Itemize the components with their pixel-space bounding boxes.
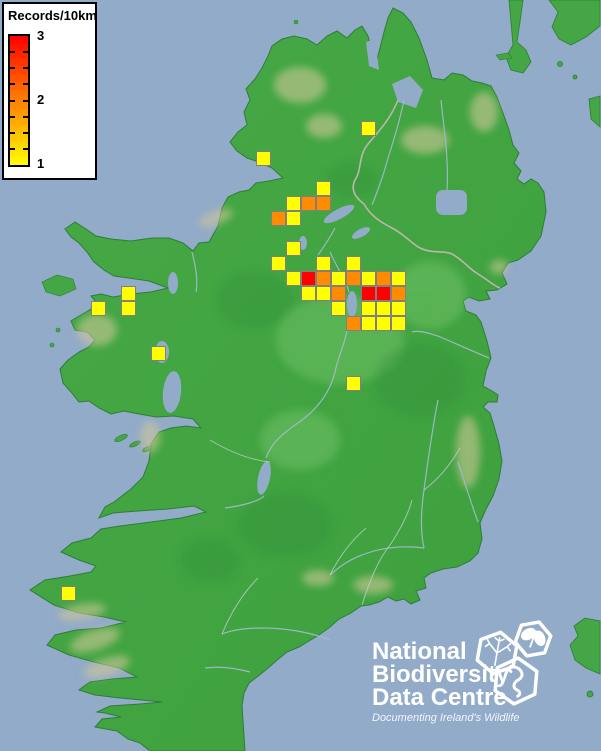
legend-tick [23, 100, 28, 102]
record-square[interactable] [301, 286, 316, 301]
record-square[interactable] [316, 286, 331, 301]
legend-tick [23, 148, 28, 150]
record-square[interactable] [376, 271, 391, 286]
logo-line-1: National [372, 638, 467, 665]
record-square[interactable] [316, 196, 331, 211]
record-square[interactable] [286, 271, 301, 286]
record-square[interactable] [391, 271, 406, 286]
lakes [155, 39, 467, 495]
record-square[interactable] [346, 256, 361, 271]
wales-coast [569, 617, 601, 698]
record-square[interactable] [316, 181, 331, 196]
legend-tick [10, 83, 15, 85]
logo: National Biodiversity Data Centre Docume… [372, 638, 520, 725]
record-square[interactable] [391, 316, 406, 331]
record-square[interactable] [376, 301, 391, 316]
record-square[interactable] [286, 196, 301, 211]
record-square[interactable] [91, 301, 106, 316]
record-square[interactable] [301, 196, 316, 211]
record-square[interactable] [286, 241, 301, 256]
legend-tick [10, 67, 15, 69]
legend-label-mid: 2 [37, 92, 45, 107]
record-square[interactable] [346, 271, 361, 286]
ni-border [352, 99, 501, 289]
record-square[interactable] [346, 316, 361, 331]
record-square[interactable] [151, 346, 166, 361]
legend: Records/10km 3 2 1 [2, 2, 97, 180]
record-square[interactable] [346, 376, 361, 391]
record-square[interactable] [331, 301, 346, 316]
record-square[interactable] [391, 286, 406, 301]
legend-tick [10, 100, 15, 102]
hexagon-seahorse-icon [493, 656, 539, 706]
record-square[interactable] [121, 301, 136, 316]
legend-label-max: 3 [37, 28, 45, 43]
legend-gradient-bar [8, 34, 30, 167]
hexagon-butterfly-icon [513, 620, 553, 658]
record-square[interactable] [361, 286, 376, 301]
logo-line-2: Biodiversity [372, 661, 510, 688]
legend-tick [10, 116, 15, 118]
legend-title: Records/10km [8, 8, 97, 23]
record-square[interactable] [286, 211, 301, 226]
record-square[interactable] [301, 271, 316, 286]
legend-tick [23, 116, 28, 118]
islands [41, 19, 513, 453]
legend-tick [10, 51, 15, 53]
record-square[interactable] [316, 271, 331, 286]
scotland-coast [505, 0, 601, 128]
record-square[interactable] [61, 586, 76, 601]
record-square[interactable] [361, 316, 376, 331]
record-square[interactable] [361, 271, 376, 286]
record-square[interactable] [316, 256, 331, 271]
legend-tick [10, 148, 15, 150]
record-square[interactable] [376, 286, 391, 301]
record-square[interactable] [271, 256, 286, 271]
legend-tick [23, 51, 28, 53]
record-square[interactable] [271, 211, 286, 226]
rivers [191, 99, 490, 673]
legend-tick [23, 67, 28, 69]
record-square[interactable] [331, 271, 346, 286]
record-square[interactable] [256, 151, 271, 166]
record-square[interactable] [121, 286, 136, 301]
legend-label-min: 1 [37, 156, 45, 171]
record-square[interactable] [361, 121, 376, 136]
logo-line-3: Data Centre [372, 684, 507, 711]
logo-tagline: Documenting Ireland's Wildlife [372, 712, 520, 724]
legend-tick [10, 132, 15, 134]
record-square[interactable] [361, 301, 376, 316]
record-square[interactable] [331, 286, 346, 301]
record-square[interactable] [376, 316, 391, 331]
county-borders [209, 439, 461, 635]
record-square[interactable] [391, 301, 406, 316]
legend-tick [23, 132, 28, 134]
logo-hexagons [475, 620, 553, 706]
legend-tick [23, 83, 28, 85]
